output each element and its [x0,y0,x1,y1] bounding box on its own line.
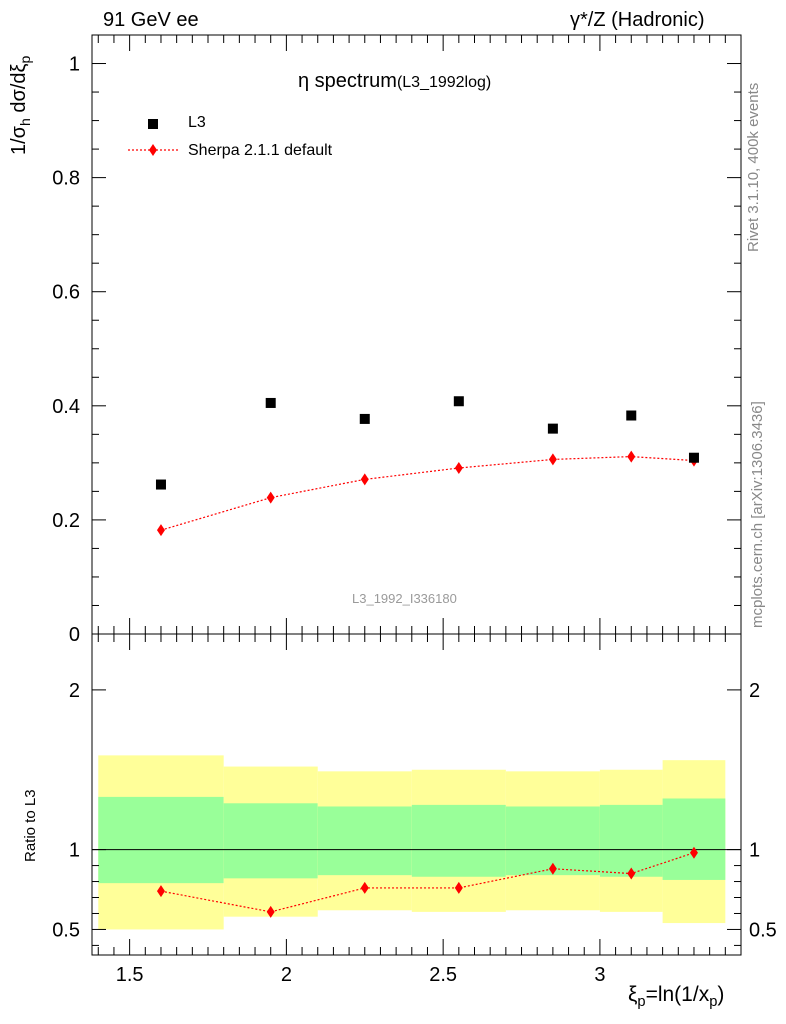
ratio-y-tick-label: 1 [69,840,80,862]
main-plot-frame [91,34,742,635]
ratio-band-inner [317,806,412,876]
mc-point [627,450,636,463]
energy-label: 91 GeV ee [103,9,199,31]
y-tick-label: 0.2 [52,510,80,532]
data-point [155,479,166,490]
y-tick-label: 0.8 [52,168,80,190]
x-tick-label: 1.5 [116,964,144,986]
ratio-band-inner [599,804,663,877]
analysis-id-watermark: L3_1992_I336180 [352,591,457,606]
y-tick-label: 1 [69,54,80,76]
data-point [626,410,637,421]
ratio-y-tick-label-right: 1 [749,840,760,862]
ratio-y-tick-label: 2 [69,680,80,702]
data-point [453,396,464,407]
y-tick-label: 0 [69,624,80,646]
x-tick-label: 3 [594,964,605,986]
y-tick-label: 0.6 [52,282,80,304]
ratio-y-tick-label-right: 0.5 [749,919,777,941]
ratio-band-inner [98,796,224,884]
x-tick-label: 2 [281,964,292,986]
plot-title: η spectrum(L3_1992log) [298,70,492,92]
process-label: γ*/Z (Hadronic) [570,9,705,31]
data-point [359,413,370,424]
ratio-plot-frame [91,633,742,956]
data-point [688,452,699,463]
ratio-mc-point [156,885,165,898]
ratio-mc-point [454,881,463,894]
ratio-mc-point [266,905,275,918]
mc-point [156,524,165,537]
legend-label-data: L3 [188,114,206,131]
mc-series-line [160,455,695,531]
x-axis-label: ξp=ln(1/xp) [628,983,725,1011]
ratio-band-inner [662,798,726,880]
legend-label-mc: Sherpa 2.1.1 default [188,142,333,159]
mc-point [548,453,557,466]
x-tick-label: 2.5 [429,964,457,986]
legend-marker-data [148,119,158,129]
mc-point [266,491,275,504]
ratio-mc-point [627,867,636,880]
data-point [265,397,276,408]
y-tick-label: 0.4 [52,396,80,418]
ratio-y-tick-label-right: 2 [749,680,760,702]
legend-marker-mc [149,144,157,156]
ratio-band-inner [411,804,506,877]
ratio-band-inner [223,803,318,879]
ratio-mc-point [548,862,557,875]
data-point [547,423,558,434]
ratio-mc-point [689,846,698,859]
plot-title-suffix: (L3_1992log) [396,74,492,91]
ratio-mc-point [360,881,369,894]
mc-point [454,461,463,474]
mc-point [360,473,369,486]
ratio-y-tick-label: 0.5 [52,919,80,941]
